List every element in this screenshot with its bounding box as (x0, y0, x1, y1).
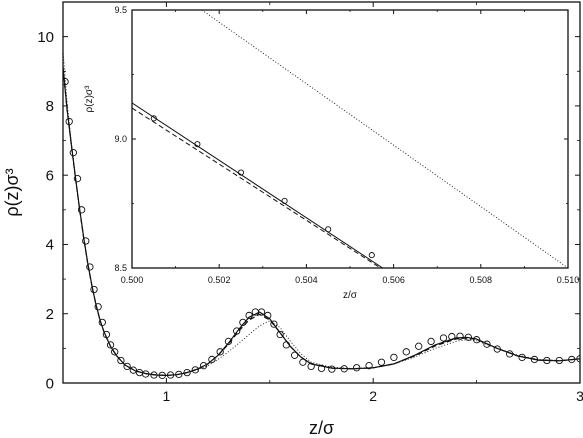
main-data-point (111, 348, 119, 356)
inset-data-layer (132, 10, 568, 268)
inset-y-tick-label: 9.5 (114, 5, 127, 15)
main-data-point (73, 174, 82, 183)
inset-dashed-curve (132, 107, 381, 268)
main-data-point (290, 351, 299, 359)
main-data-point (276, 330, 284, 339)
main-data-point (472, 336, 481, 344)
main-y-tick-label: 4 (46, 237, 54, 254)
main-data-point (82, 237, 90, 245)
main-data-point (123, 362, 131, 371)
main-data-point (94, 303, 102, 311)
inset-x-tick-label: 0.506 (382, 275, 405, 285)
main-data-point (377, 358, 386, 366)
inset-y-tick-label: 8.5 (114, 263, 127, 273)
main-data-point (183, 368, 191, 377)
inset-data-point (368, 252, 375, 259)
main-data-point (427, 337, 435, 346)
inset-plot-frame (131, 9, 569, 269)
main-data-point (402, 348, 410, 356)
main-x-tick-label: 2 (369, 388, 377, 404)
main-x-axis-title: z/σ (309, 418, 334, 438)
main-x-tick-label: 3 (576, 388, 583, 404)
main-data-point (439, 334, 448, 342)
main-dotted-curve (63, 50, 580, 376)
inset-data-point (150, 115, 157, 122)
main-data-point (129, 366, 137, 374)
main-data-layer (63, 50, 580, 380)
main-solid-curve (63, 67, 580, 376)
main-data-point (216, 348, 224, 356)
main-data-point (77, 206, 86, 214)
main-data-point (365, 362, 373, 370)
main-data-point (390, 353, 398, 362)
main-data-point (270, 320, 278, 328)
inset-x-tick-label: 0.508 (470, 275, 493, 285)
inset-plot: 0.500 0.502 0.504 0.506 0.508 0.510 8.5 9.0 9.5 z… (84, 5, 579, 301)
main-data-point (353, 364, 361, 372)
inset-x-tick-label: 0.500 (121, 275, 144, 285)
main-y-tick-label: 2 (46, 306, 54, 323)
main-data-point (199, 362, 208, 370)
main-y-tick-label: 0 (46, 375, 54, 392)
main-data-point (483, 340, 491, 348)
main-data-point (208, 355, 216, 364)
inset-x-tick-label: 0.504 (295, 275, 318, 285)
main-y-tick-label: 8 (46, 98, 54, 115)
inset-x-tick-label: 0.502 (208, 275, 231, 285)
main-data-point (69, 149, 77, 157)
inset-y-tick-label: 9.0 (114, 134, 127, 144)
inset-solid-curve (132, 102, 383, 268)
inset-y-axis-title: ρ(z)σ³ (84, 85, 95, 113)
main-data-point (415, 342, 423, 350)
main-y-tick-label: 6 (46, 167, 54, 184)
main-data-point (106, 341, 115, 349)
main-data-point (328, 365, 336, 373)
main-data-point (224, 337, 233, 346)
main-data-point (86, 263, 94, 271)
main-data-point (191, 366, 200, 374)
inset-x-tick-label: 0.510 (557, 275, 580, 285)
main-x-tick-label: 1 (163, 388, 171, 404)
main-y-tick-label: 10 (37, 29, 54, 46)
main-data-point (117, 356, 125, 365)
main-plot-frame (62, 1, 581, 384)
inset-x-axis-title: z/σ (343, 290, 358, 301)
main-y-axis-title: ρ(z)σ³ (2, 168, 22, 216)
main-data-point (456, 332, 464, 340)
main-data-point (317, 364, 326, 373)
